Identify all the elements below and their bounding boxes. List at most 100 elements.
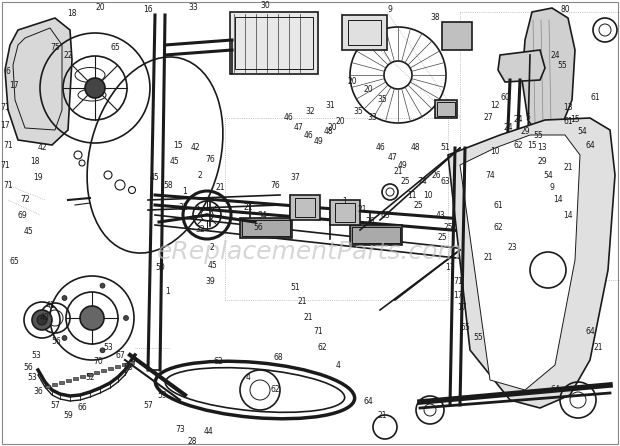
Text: 51: 51: [440, 144, 450, 153]
Bar: [101, 369, 106, 372]
Bar: [108, 367, 113, 370]
Bar: [350, 225, 402, 245]
Text: 75: 75: [50, 44, 60, 53]
Text: 47: 47: [387, 153, 397, 162]
Text: 47: 47: [293, 124, 303, 132]
Text: 46: 46: [303, 131, 313, 140]
Text: 42: 42: [190, 144, 200, 153]
Text: 74: 74: [417, 178, 427, 186]
Text: 33: 33: [367, 113, 377, 123]
Bar: [87, 373, 92, 376]
Text: 33: 33: [188, 4, 198, 12]
Text: 64: 64: [550, 385, 560, 395]
Text: 54: 54: [543, 170, 553, 179]
Text: 15: 15: [570, 116, 580, 124]
Text: 17: 17: [9, 80, 19, 90]
Text: 72: 72: [20, 195, 30, 205]
Text: 49: 49: [313, 137, 323, 146]
Bar: [129, 361, 134, 364]
Text: 41: 41: [45, 301, 55, 310]
Text: 18: 18: [67, 9, 77, 18]
Text: 55: 55: [557, 61, 567, 70]
Text: 44: 44: [203, 428, 213, 437]
Text: 10: 10: [423, 190, 433, 199]
Text: 25: 25: [413, 201, 423, 210]
Text: 62: 62: [513, 140, 523, 149]
Polygon shape: [460, 135, 580, 390]
Text: 53: 53: [27, 373, 37, 383]
Text: 73: 73: [175, 425, 185, 434]
Text: 25: 25: [437, 234, 447, 243]
Text: 16: 16: [143, 5, 153, 15]
Text: 53: 53: [31, 351, 41, 359]
Text: 28: 28: [187, 438, 197, 446]
Text: 32: 32: [305, 107, 315, 116]
Text: 61: 61: [563, 117, 573, 127]
Text: 21: 21: [393, 168, 403, 177]
Text: 71: 71: [453, 277, 463, 286]
Text: 45: 45: [23, 227, 33, 236]
Text: 24: 24: [513, 116, 523, 124]
Text: 12: 12: [490, 100, 500, 110]
Text: 20: 20: [347, 78, 357, 87]
Text: 29: 29: [537, 157, 547, 166]
Text: 9: 9: [549, 183, 554, 193]
Text: 65: 65: [110, 44, 120, 53]
Bar: [235, 17, 313, 69]
Text: 54: 54: [577, 128, 587, 136]
Text: 71: 71: [0, 161, 10, 169]
Text: 4: 4: [335, 360, 340, 369]
Text: 45: 45: [207, 260, 217, 269]
Text: 56: 56: [51, 338, 61, 347]
Text: 21: 21: [297, 297, 307, 306]
Bar: [73, 377, 78, 380]
Circle shape: [37, 315, 47, 325]
Bar: [342, 15, 387, 50]
Circle shape: [100, 283, 105, 288]
Text: 9: 9: [388, 5, 392, 15]
Text: 71: 71: [313, 327, 323, 336]
Text: 48: 48: [323, 128, 333, 136]
Text: 21: 21: [563, 164, 573, 173]
Bar: [495, 140, 523, 162]
Text: 71: 71: [3, 181, 13, 190]
Text: 6: 6: [6, 67, 11, 77]
Text: 62: 62: [213, 358, 223, 367]
Text: 31: 31: [325, 100, 335, 110]
Bar: [94, 371, 99, 374]
Bar: [122, 363, 127, 366]
Text: 65: 65: [9, 257, 19, 267]
Text: 20: 20: [95, 4, 105, 12]
Bar: [240, 218, 292, 238]
Text: 2: 2: [198, 170, 202, 179]
Bar: [80, 375, 85, 378]
Bar: [498, 143, 520, 159]
Text: 53: 53: [103, 343, 113, 352]
Text: 19: 19: [33, 173, 43, 182]
Text: 20: 20: [335, 117, 345, 127]
Text: 17: 17: [457, 303, 467, 313]
Text: 45: 45: [150, 173, 160, 182]
Text: 17: 17: [0, 120, 10, 129]
Text: 18: 18: [30, 157, 40, 166]
Text: 21: 21: [377, 412, 387, 421]
Circle shape: [85, 78, 105, 98]
Circle shape: [123, 315, 128, 321]
Text: 45: 45: [170, 157, 180, 166]
Text: 36: 36: [33, 388, 43, 396]
Text: 51: 51: [290, 284, 300, 293]
Text: 40: 40: [40, 314, 50, 322]
Text: 20: 20: [327, 124, 337, 132]
Bar: [495, 170, 523, 192]
Text: 20: 20: [363, 86, 373, 95]
Text: 59: 59: [63, 410, 73, 420]
Bar: [242, 220, 290, 236]
Bar: [52, 383, 57, 386]
Text: 57: 57: [50, 401, 60, 409]
Text: 49: 49: [397, 161, 407, 169]
Text: 37: 37: [290, 173, 300, 182]
Text: 5: 5: [526, 113, 531, 123]
Text: 30: 30: [260, 1, 270, 11]
Text: 24: 24: [503, 124, 513, 132]
Circle shape: [62, 296, 67, 301]
